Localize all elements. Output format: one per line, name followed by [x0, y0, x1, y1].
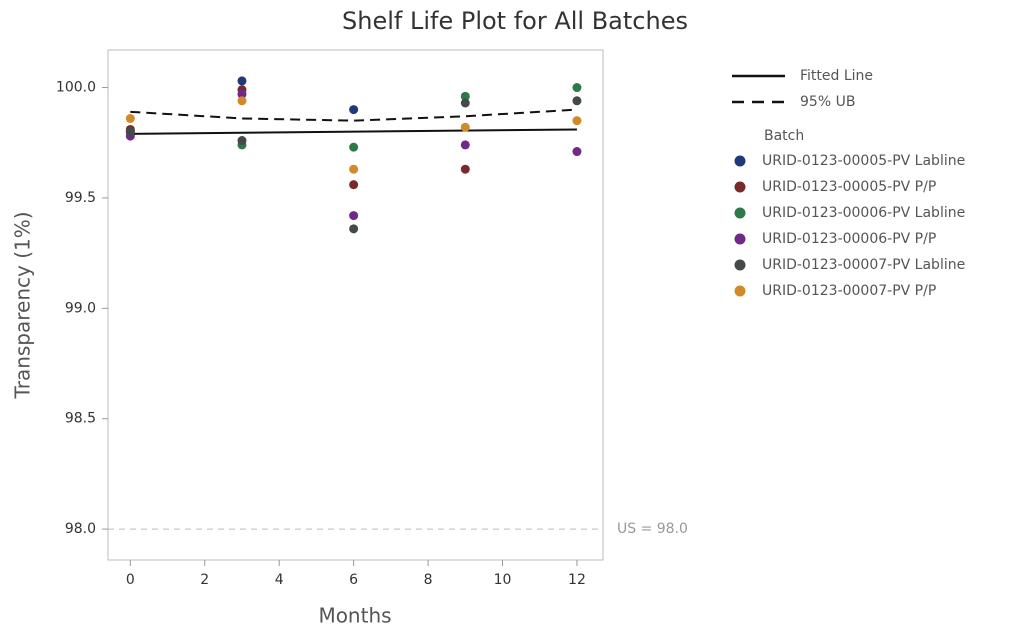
point — [237, 89, 247, 99]
y-tick-label: 100.0 — [56, 80, 96, 96]
spec-label: US = 98.0 — [617, 521, 688, 537]
point — [460, 140, 470, 150]
fit-line — [130, 108, 578, 122]
x-axis-label: Months — [318, 604, 391, 628]
x-tick-label: 8 — [424, 572, 433, 588]
legend-label: URID-0123-00006-PV Labline — [762, 205, 965, 221]
point — [460, 122, 470, 132]
y-tick-label: 99.5 — [65, 190, 96, 206]
point — [237, 96, 247, 106]
legend-label: URID-0123-00006-PV P/P — [762, 231, 936, 247]
x-tick-label: 4 — [275, 572, 284, 588]
x-tick-label: 6 — [349, 572, 358, 588]
point — [572, 116, 582, 126]
point — [349, 164, 359, 174]
legend-label: URID-0123-00005-PV P/P — [762, 179, 936, 195]
legend-marker — [734, 207, 746, 219]
point — [572, 147, 582, 157]
y-tick-label: 99.0 — [65, 300, 96, 316]
legend-label: URID-0123-00005-PV Labline — [762, 153, 965, 169]
point — [349, 142, 359, 152]
fit-line — [130, 128, 577, 135]
point — [125, 127, 135, 137]
plot-frame — [107, 49, 604, 561]
legend-label: 95% UB — [800, 94, 855, 110]
y-tick-label: 98.5 — [65, 411, 96, 427]
point — [349, 105, 359, 115]
point — [237, 76, 247, 86]
point — [460, 98, 470, 108]
legend-label: URID-0123-00007-PV P/P — [762, 283, 936, 299]
point — [572, 83, 582, 93]
legend-marker — [734, 181, 746, 193]
chart-title: Shelf Life Plot for All Batches — [342, 7, 688, 35]
point — [460, 164, 470, 174]
legend-label: Fitted Line — [800, 68, 873, 84]
point — [460, 91, 470, 101]
y-axis-label: Transparency (1%) — [11, 211, 35, 399]
legend-label: URID-0123-00007-PV Labline — [762, 257, 965, 273]
x-tick-label: 2 — [200, 572, 209, 588]
x-tick-label: 12 — [568, 572, 586, 588]
point — [349, 211, 359, 221]
legend-marker — [734, 285, 746, 297]
x-tick-label: 0 — [126, 572, 135, 588]
legend-marker — [734, 233, 746, 245]
point — [349, 180, 359, 190]
legend-title: Batch — [764, 128, 804, 144]
x-tick-label: 10 — [494, 572, 512, 588]
y-tick-label: 98.0 — [65, 521, 96, 537]
point — [125, 113, 135, 123]
point — [237, 136, 247, 146]
legend-marker — [734, 259, 746, 271]
point — [572, 96, 582, 106]
point — [349, 224, 359, 234]
legend-marker — [734, 155, 746, 167]
